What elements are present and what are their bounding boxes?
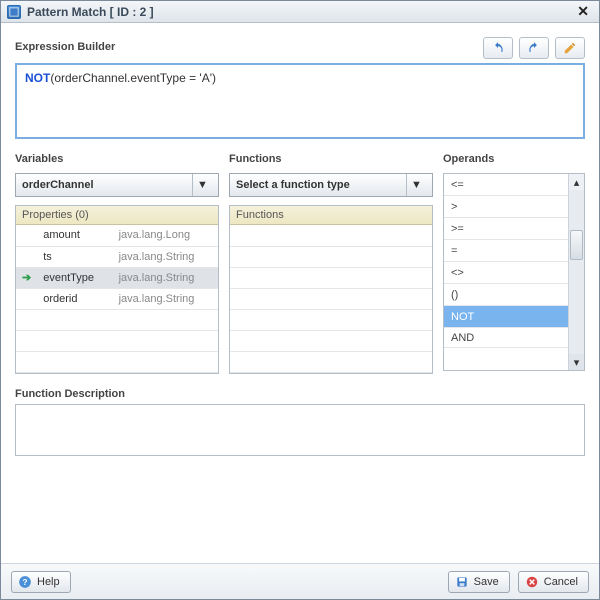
functions-selected: Select a function type	[236, 179, 350, 191]
properties-header: Properties (0)	[16, 206, 218, 225]
property-name: orderid	[37, 288, 112, 309]
functions-label: Functions	[229, 153, 433, 165]
table-row[interactable]	[230, 351, 432, 372]
cancel-label: Cancel	[544, 576, 578, 588]
scroll-thumb[interactable]	[570, 230, 583, 260]
help-label: Help	[37, 576, 60, 588]
table-row[interactable]	[230, 246, 432, 267]
operand-item[interactable]: >=	[444, 218, 568, 240]
property-type: java.lang.Long	[113, 225, 218, 246]
property-name: ts	[37, 246, 112, 267]
table-row[interactable]: amountjava.lang.Long	[16, 225, 218, 246]
table-row[interactable]: ➔eventTypejava.lang.String	[16, 267, 218, 288]
variables-label: Variables	[15, 153, 219, 165]
operand-item[interactable]: =	[444, 240, 568, 262]
properties-panel: Properties (0) amountjava.lang.Longtsjav…	[15, 205, 219, 374]
close-icon[interactable]: ✕	[573, 3, 593, 20]
row-marker-icon: ➔	[16, 267, 37, 288]
cancel-icon	[525, 575, 539, 589]
table-row[interactable]	[230, 225, 432, 246]
expression-textarea[interactable]: NOT(orderChannel.eventType = 'A')	[15, 63, 585, 139]
expression-builder-label: Expression Builder	[15, 41, 115, 53]
undo-icon	[491, 41, 505, 55]
row-marker-icon	[16, 246, 37, 267]
table-row[interactable]	[230, 330, 432, 351]
property-name: eventType	[37, 267, 112, 288]
operand-item[interactable]: AND	[444, 328, 568, 348]
table-row[interactable]: tsjava.lang.String	[16, 246, 218, 267]
table-row[interactable]	[230, 309, 432, 330]
table-row[interactable]	[230, 267, 432, 288]
operand-item[interactable]: NOT	[444, 306, 568, 328]
functions-header: Functions	[230, 206, 432, 225]
table-row[interactable]	[16, 351, 218, 372]
titlebar: Pattern Match [ ID : 2 ] ✕	[1, 1, 599, 23]
window-title: Pattern Match [ ID : 2 ]	[27, 5, 154, 19]
chevron-down-icon: ▼	[192, 174, 212, 196]
function-description-label: Function Description	[15, 388, 585, 400]
functions-table	[230, 225, 432, 373]
scroll-down-icon[interactable]: ▾	[569, 354, 584, 370]
property-name: amount	[37, 225, 112, 246]
function-description-box	[15, 404, 585, 456]
edit-button[interactable]	[555, 37, 585, 59]
expression-text: (orderChannel.eventType = 'A')	[50, 71, 216, 85]
expression-keyword: NOT	[25, 71, 50, 85]
variables-dropdown[interactable]: orderChannel ▼	[15, 173, 219, 197]
scrollbar[interactable]: ▴ ▾	[568, 174, 584, 370]
properties-table: amountjava.lang.Longtsjava.lang.String➔e…	[16, 225, 218, 373]
functions-panel: Functions	[229, 205, 433, 374]
operands-list: <=>>==<>()NOTAND ▴ ▾	[443, 173, 585, 371]
help-button[interactable]: ? Help	[11, 571, 71, 593]
table-row[interactable]: orderidjava.lang.String	[16, 288, 218, 309]
variables-selected: orderChannel	[22, 179, 94, 191]
redo-button[interactable]	[519, 37, 549, 59]
table-row[interactable]	[16, 330, 218, 351]
app-icon	[7, 5, 21, 19]
operand-item[interactable]: ()	[444, 284, 568, 306]
row-marker-icon	[16, 288, 37, 309]
functions-dropdown[interactable]: Select a function type ▼	[229, 173, 433, 197]
cancel-button[interactable]: Cancel	[518, 571, 589, 593]
help-icon: ?	[18, 575, 32, 589]
save-button[interactable]: Save	[448, 571, 510, 593]
content: Expression Builder NOT(orderChannel.even…	[1, 23, 599, 563]
pencil-icon	[563, 41, 577, 55]
table-row[interactable]	[230, 288, 432, 309]
table-row[interactable]	[16, 309, 218, 330]
save-label: Save	[474, 576, 499, 588]
redo-icon	[527, 41, 541, 55]
operand-item[interactable]: <>	[444, 262, 568, 284]
svg-text:?: ?	[23, 577, 28, 586]
undo-button[interactable]	[483, 37, 513, 59]
save-icon	[455, 575, 469, 589]
property-type: java.lang.String	[113, 288, 218, 309]
operand-item[interactable]: <=	[444, 174, 568, 196]
operands-label: Operands	[443, 153, 585, 165]
property-type: java.lang.String	[113, 246, 218, 267]
row-marker-icon	[16, 225, 37, 246]
footer: ? Help Save Cancel	[1, 563, 599, 599]
chevron-down-icon: ▼	[406, 174, 426, 196]
dialog-window: Pattern Match [ ID : 2 ] ✕ Expression Bu…	[0, 0, 600, 600]
scroll-up-icon[interactable]: ▴	[569, 174, 584, 190]
property-type: java.lang.String	[113, 267, 218, 288]
operand-item[interactable]: >	[444, 196, 568, 218]
